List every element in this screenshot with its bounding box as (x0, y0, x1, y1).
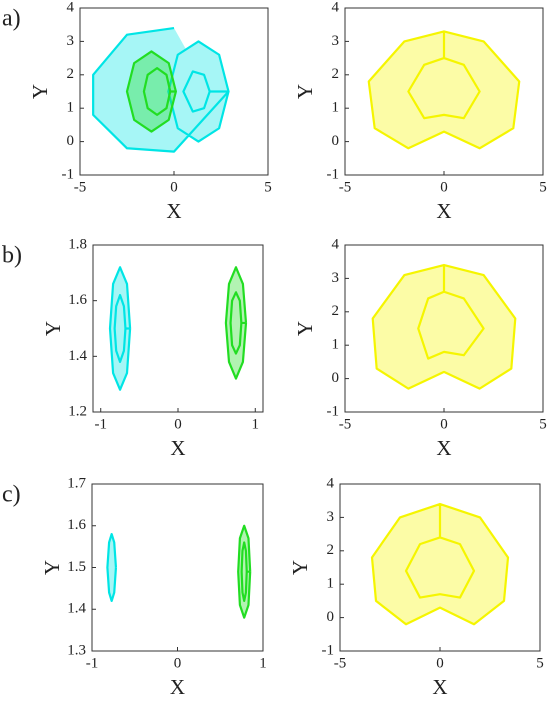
y-tick-label: -1 (62, 166, 75, 182)
x-axis-label: X (170, 436, 185, 460)
y-tick-label: 1 (332, 337, 340, 353)
y-tick-label: 4 (67, 0, 75, 15)
x-tick-label: -5 (339, 416, 352, 432)
y-tick-label: 3 (332, 33, 340, 49)
trajectory (106, 533, 118, 602)
trajectory (371, 263, 517, 390)
y-tick-label: 2 (332, 303, 340, 319)
trajectory (370, 502, 510, 626)
panel-label: b) (2, 243, 22, 269)
x-tick-label: -5 (74, 179, 87, 195)
x-tick-label: 0 (170, 179, 178, 195)
x-tick-label: 5 (539, 416, 547, 432)
x-tick-label: -1 (94, 416, 107, 432)
y-tick-label: 1.4 (67, 601, 86, 617)
y-tick-label: 0 (332, 370, 340, 386)
x-tick-label: 1 (259, 655, 267, 671)
trajectory (224, 266, 248, 380)
x-axis-label: X (436, 199, 451, 223)
x-axis-label: X (432, 675, 447, 699)
y-tick-label: 2 (327, 542, 335, 558)
y-axis-label: Y (28, 84, 52, 99)
y-axis-label: Y (293, 321, 317, 336)
x-tick-label: 0 (174, 655, 182, 671)
y-tick-label: 1.6 (67, 517, 86, 533)
y-tick-label: 1 (67, 100, 75, 116)
panel-label: c) (2, 482, 21, 508)
y-tick-label: 1.2 (68, 403, 87, 419)
x-axis-label: X (170, 675, 185, 699)
y-tick-label: -1 (327, 403, 340, 419)
y-tick-label: 3 (327, 509, 335, 525)
trajectory (367, 30, 521, 150)
trajectory (92, 26, 230, 153)
y-axis-label: Y (293, 84, 317, 99)
y-tick-label: 1.3 (67, 642, 86, 658)
trajectory (237, 524, 252, 619)
trajectory (125, 50, 177, 133)
x-axis-label: X (166, 199, 181, 223)
y-axis-label: Y (288, 560, 312, 575)
y-tick-label: 0 (327, 609, 335, 625)
y-tick-label: -1 (327, 166, 340, 182)
y-tick-label: 2 (332, 66, 340, 82)
x-tick-label: 5 (536, 655, 544, 671)
y-tick-label: 3 (67, 33, 75, 49)
x-tick-label: -1 (86, 655, 99, 671)
y-tick-label: 1.5 (67, 559, 86, 575)
y-tick-label: 1 (332, 100, 340, 116)
x-tick-label: 0 (174, 416, 182, 432)
x-tick-label: -5 (339, 179, 352, 195)
y-tick-label: 4 (332, 0, 340, 15)
y-tick-label: 0 (332, 133, 340, 149)
y-tick-label: -1 (322, 642, 335, 658)
y-tick-label: 1.8 (68, 236, 87, 252)
x-tick-label: 1 (252, 416, 260, 432)
y-tick-label: 3 (332, 270, 340, 286)
x-tick-label: 5 (264, 179, 272, 195)
y-tick-label: 0 (67, 133, 75, 149)
y-tick-label: 1.7 (67, 475, 86, 491)
y-axis-label: Y (40, 560, 64, 575)
x-tick-label: 5 (539, 179, 547, 195)
y-tick-label: 2 (67, 66, 75, 82)
trajectory (108, 266, 132, 391)
x-tick-label: 0 (436, 655, 444, 671)
y-tick-label: 1.6 (68, 292, 87, 308)
y-tick-label: 4 (332, 236, 340, 252)
y-axis-label: Y (41, 321, 65, 336)
panel-label: a) (2, 6, 21, 32)
x-axis-label: X (436, 436, 451, 460)
y-tick-label: 1 (327, 576, 335, 592)
x-tick-label: -5 (334, 655, 347, 671)
y-tick-label: 4 (327, 475, 335, 491)
y-tick-label: 1.4 (68, 348, 87, 364)
x-tick-label: 0 (440, 179, 448, 195)
x-tick-label: 0 (440, 416, 448, 432)
